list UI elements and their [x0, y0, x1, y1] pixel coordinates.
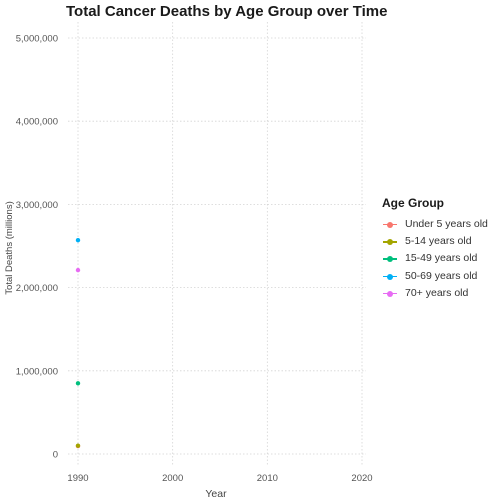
y-tick-label: 2,000,000 — [16, 283, 58, 294]
legend-key-icon — [382, 254, 398, 264]
legend: Age Group Under 5 years old 5-14 years ol… — [382, 196, 488, 302]
x-axis-label: Year — [205, 488, 227, 500]
legend-label: 70+ years old — [405, 286, 469, 299]
y-tick-label: 3,000,000 — [16, 200, 58, 211]
legend-item: 5-14 years old — [382, 233, 472, 250]
legend-item: 70+ years old — [382, 285, 468, 302]
x-tick-label: 2000 — [162, 473, 183, 484]
legend-key-icon — [382, 272, 398, 282]
legend-label: 50-69 years old — [405, 269, 478, 282]
x-tick-label: 2010 — [257, 473, 278, 484]
data-point — [75, 381, 81, 386]
legend-item: 50-69 years old — [382, 268, 477, 285]
data-point — [75, 267, 81, 273]
data-point — [75, 443, 81, 448]
y-tick-label: 5,000,000 — [16, 34, 58, 45]
legend-label: 5-14 years old — [405, 235, 472, 248]
y-tick-label: 1,000,000 — [16, 366, 58, 377]
legend-label: 15-49 years old — [405, 252, 478, 265]
legend-key-icon — [382, 220, 398, 230]
legend-key-icon — [382, 289, 398, 299]
chart-title: Total Cancer Deaths by Age Group over Ti… — [66, 3, 388, 20]
data-point — [75, 237, 81, 243]
y-tick-label: 4,000,000 — [16, 117, 58, 128]
legend-key-icon — [382, 237, 398, 247]
x-tick-label: 1990 — [67, 473, 88, 484]
x-tick-label: 2020 — [351, 473, 372, 484]
legend-label: Under 5 years old — [405, 218, 488, 230]
y-tick-label: 0 — [53, 450, 58, 461]
legend-item: Under 5 years old — [382, 216, 488, 233]
y-axis-label: Total Deaths (millions) — [4, 201, 15, 294]
legend-title: Age Group — [382, 196, 444, 210]
legend-item: 15-49 years old — [382, 250, 477, 267]
